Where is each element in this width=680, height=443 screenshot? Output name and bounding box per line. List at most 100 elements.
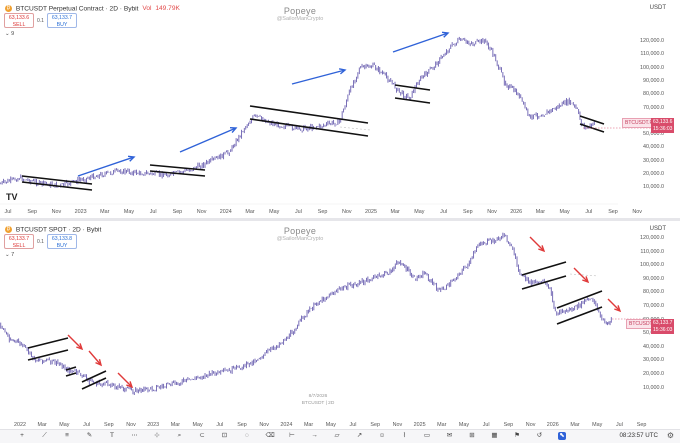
buy-label: BUY xyxy=(56,242,68,249)
spread-value: 0.1 xyxy=(37,238,44,245)
time-axis-label: Mar xyxy=(303,422,314,428)
dashed-guide xyxy=(339,126,371,131)
spot-price-chart[interactable] xyxy=(0,221,680,429)
trash-icon[interactable]: ⌫ xyxy=(265,432,275,439)
perpetual-price-chart[interactable] xyxy=(0,0,680,218)
volume-value: 149.79K xyxy=(155,5,180,13)
sell-price: 63,133.6 xyxy=(8,15,30,21)
shape-icon[interactable]: ▭ xyxy=(423,432,431,439)
lock-icon[interactable]: ⊡ xyxy=(221,432,228,439)
time-axis-label: Mar xyxy=(100,209,110,215)
brush-icon[interactable]: ✎ xyxy=(86,432,93,439)
sell-button[interactable]: 63,133.6 SELL xyxy=(4,13,34,28)
time-axis-label: Nov xyxy=(259,422,269,428)
buy-price: 63,133.8 xyxy=(51,236,73,242)
down-arrow xyxy=(88,350,102,366)
time-axis-label: Sep xyxy=(608,209,618,215)
time-axis-label: May xyxy=(559,209,570,215)
currency-label[interactable]: USDT xyxy=(649,226,666,232)
time-axis-label: Mar xyxy=(390,209,400,215)
trendline-icon[interactable]: ⟋ xyxy=(42,432,47,439)
price-axis-label: 110,000.0 xyxy=(640,51,664,58)
spot-symbol-title: BTCUSDT SPOT · 2D · Bybit xyxy=(15,226,102,234)
indicators-collapse-toggle[interactable]: ⌄ 9 xyxy=(5,31,15,37)
price-axis-label: 40,000.0 xyxy=(643,343,664,350)
channel-line xyxy=(394,84,431,91)
time-axis-label: Nov xyxy=(392,422,403,428)
emoji-icon[interactable]: ☺ xyxy=(378,432,386,439)
channel-icon[interactable]: ▱ xyxy=(334,432,340,439)
time-axis-label: Sep xyxy=(370,422,380,428)
tradingview-logo: TV xyxy=(6,192,18,202)
hide-icon[interactable]: ◌ xyxy=(245,432,249,439)
text-icon[interactable]: T xyxy=(110,432,114,439)
sell-label: SELL xyxy=(12,21,26,28)
time-axis-label: Sep xyxy=(463,209,473,215)
time-axis-label: Nov xyxy=(525,422,536,428)
indicators-collapse-toggle[interactable]: ⌄ 7 xyxy=(5,252,15,258)
cursor-icon[interactable]: ⬉ xyxy=(558,432,566,440)
indicator-count: 9 xyxy=(11,31,15,37)
utc-clock[interactable]: 08:23:57 UTC xyxy=(619,432,658,439)
spot-chart-pane[interactable]: ₿ BTCUSDT SPOT · 2D · Bybit 63,133.7 SEL… xyxy=(0,221,680,429)
channel-line xyxy=(81,370,107,383)
price-axis-label: 20,000.0 xyxy=(643,171,664,177)
channel-line xyxy=(21,181,93,191)
ray-icon[interactable]: → xyxy=(311,432,318,439)
time-axis-label: Mar xyxy=(437,422,447,428)
measure-icon[interactable]: ⊹ xyxy=(154,432,160,439)
perpetual-trade-panel: 63,133.6 SELL 0.1 63,133.7 BUY xyxy=(4,13,77,28)
sell-button[interactable]: 63,133.7 SELL xyxy=(4,234,34,249)
pattern-icon[interactable]: ⋯ xyxy=(131,432,138,439)
chart-watermark: Popeye @SailorManCrypto xyxy=(0,226,600,242)
time-axis-label: Nov xyxy=(126,422,136,428)
calendar-icon[interactable]: ▦ xyxy=(491,432,498,439)
replay-icon[interactable]: ↺ xyxy=(536,432,543,439)
countdown-tag: 15:36:03 xyxy=(651,125,675,133)
channel-line xyxy=(249,105,369,124)
settings-gear-icon[interactable]: ⚙ xyxy=(666,431,674,440)
time-axis-label: 2023 xyxy=(147,422,160,428)
down-arrow xyxy=(538,245,546,253)
price-axis-label: 90,000.0 xyxy=(643,275,664,282)
perpetual-chart-pane[interactable]: ₿ BTCUSDT Perpetual Contract · 2D · Bybi… xyxy=(0,0,680,218)
time-axis-label: May xyxy=(325,422,336,428)
time-axis-label: Nov xyxy=(342,209,352,215)
time-axis-label: Mar xyxy=(170,422,181,428)
alert-icon[interactable]: ⚑ xyxy=(514,432,520,439)
down-arrow xyxy=(95,359,103,367)
countdown-tag: 15:36:03 xyxy=(651,326,675,334)
down-arrow xyxy=(76,343,84,351)
ruler-icon[interactable]: ⊢ xyxy=(289,432,295,439)
price-axis-label: 110,000.0 xyxy=(640,248,664,255)
time-axis-label: May xyxy=(269,209,280,215)
crosshair-icon[interactable]: + xyxy=(20,432,24,439)
grid-icon[interactable]: ⊞ xyxy=(469,432,475,439)
price-axis-label: 50,000.0 xyxy=(643,131,664,138)
zoom-icon[interactable]: ⌕ xyxy=(177,432,182,439)
path-icon[interactable]: ⌇ xyxy=(402,432,407,439)
down-arrow xyxy=(117,372,133,388)
currency-label[interactable]: USDT xyxy=(649,5,666,11)
time-axis-label: Jul xyxy=(4,209,12,215)
price-axis-label: 70,000.0 xyxy=(643,303,664,309)
price-axis-label: 90,000.0 xyxy=(643,77,664,84)
magnet-icon[interactable]: ⊂ xyxy=(199,432,205,439)
fib-icon[interactable]: ≡ xyxy=(65,432,69,439)
time-axis-label: Jul xyxy=(294,209,302,215)
note-icon[interactable]: ✉ xyxy=(446,432,453,439)
time-axis-label: Sep xyxy=(503,422,514,428)
time-axis-label: Jul xyxy=(440,209,448,215)
channel-line xyxy=(21,175,93,185)
pane-divider[interactable] xyxy=(0,218,680,221)
spot-symbol-header[interactable]: ₿ BTCUSDT SPOT · 2D · Bybit xyxy=(5,226,101,233)
buy-button[interactable]: 63,133.8 BUY xyxy=(46,234,77,249)
arrow-icon[interactable]: ↗ xyxy=(356,432,363,439)
down-arrow xyxy=(582,276,590,284)
buy-button[interactable]: 63,133.7 BUY xyxy=(46,13,77,28)
time-axis-label: Jul xyxy=(349,422,357,428)
channel-line xyxy=(65,372,77,377)
perpetual-symbol-header[interactable]: ₿ BTCUSDT Perpetual Contract · 2D · Bybi… xyxy=(5,5,180,12)
trend-arrow xyxy=(179,127,237,153)
channel-line xyxy=(579,115,605,125)
